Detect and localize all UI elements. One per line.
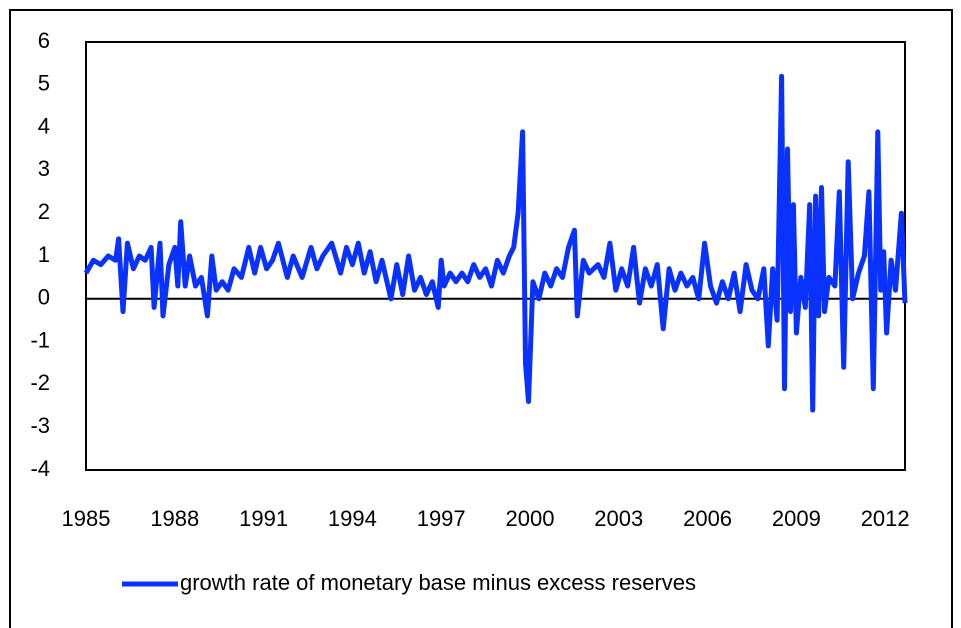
legend-label: growth rate of monetary base minus exces… <box>180 570 696 595</box>
data-line <box>83 73 908 413</box>
y-tick-label: 1 <box>38 242 50 267</box>
x-tick-label: 2000 <box>506 506 555 531</box>
y-tick-label: 6 <box>38 28 50 53</box>
y-tick-label: -4 <box>30 456 50 481</box>
chart-frame <box>9 9 953 628</box>
x-tick-label: 1994 <box>328 506 377 531</box>
y-tick-label: 5 <box>38 71 50 96</box>
y-tick-label: 3 <box>38 156 50 181</box>
y-tick-label: -3 <box>30 413 50 438</box>
x-tick-label: 1985 <box>62 506 111 531</box>
x-tick-label: 1988 <box>150 506 199 531</box>
y-tick-label: -2 <box>30 370 50 395</box>
x-tick-label: 2003 <box>594 506 643 531</box>
y-tick-label: 0 <box>38 285 50 310</box>
x-tick-label: 2009 <box>772 506 821 531</box>
x-tick-label: 1997 <box>417 506 466 531</box>
x-tick-label: 1991 <box>239 506 288 531</box>
y-tick-label: -1 <box>30 327 50 352</box>
y-tick-label: 2 <box>38 199 50 224</box>
x-tick-label: 2006 <box>683 506 732 531</box>
y-tick-label: 4 <box>38 113 50 138</box>
x-tick-label: 2012 <box>861 506 910 531</box>
